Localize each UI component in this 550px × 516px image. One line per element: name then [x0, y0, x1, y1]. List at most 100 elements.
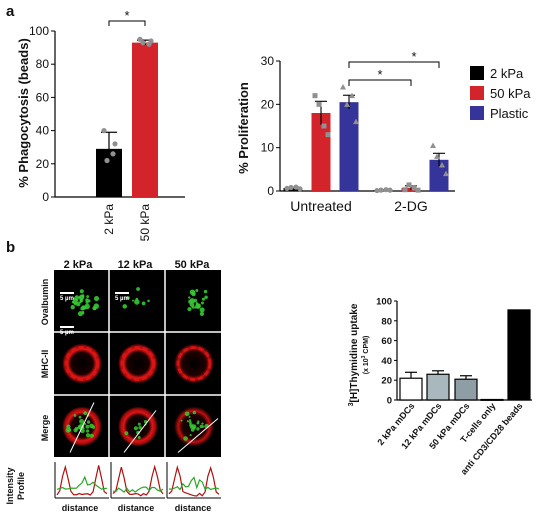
phagocytosis-ytick-label-100: 100 — [29, 24, 49, 38]
ovalbumin-speck-1-7 — [131, 299, 135, 302]
merge-speck-2-0 — [192, 410, 197, 415]
ovalbumin-speck-1-5 — [147, 299, 150, 303]
phagocytosis-point-0-3 — [110, 151, 116, 157]
row-label-merge: Merge — [40, 415, 50, 442]
proliferation-point-1-1-1 — [406, 182, 412, 188]
proliferation-ytick-label-20: 20 — [261, 97, 275, 111]
ovalbumin-speck-0-26 — [79, 289, 84, 294]
proliferation-point-2-1-0 — [430, 142, 436, 148]
proliferation-point-2-0-2 — [349, 92, 355, 99]
proliferation-point-1-0-1 — [316, 101, 322, 107]
column-header-12kpa: 12 kPa — [118, 259, 154, 271]
proliferation-point-2-0-0 — [340, 84, 346, 90]
ovalbumin-speck-1-3 — [122, 304, 128, 309]
merge-speck-0-23 — [86, 420, 91, 424]
ovalbumin-speck-2-20 — [188, 296, 191, 299]
merge-speck-0-18 — [78, 415, 82, 419]
ovalbumin-speck-0-16 — [74, 295, 80, 300]
proliferation-bar-2-0 — [339, 102, 359, 191]
panel-label-b: b — [6, 239, 15, 256]
proliferation-point-0-0-1 — [288, 184, 294, 191]
scale-bar-label-1: 5 µm — [115, 296, 129, 302]
proliferation-legend-swatch-2 — [470, 106, 484, 120]
thymidine-bar-0 — [399, 377, 423, 401]
proliferation-significance-label-0: * — [411, 49, 416, 64]
merge-speck-0-25 — [66, 424, 71, 429]
merge-speck-0-24 — [89, 433, 94, 438]
merge-speck-0-28 — [83, 411, 88, 416]
mhc-ring-2 — [176, 346, 212, 381]
merge-speck-2-11 — [202, 425, 205, 428]
phagocytosis-point-0-2 — [104, 157, 110, 164]
ovalbumin-speck-0-14 — [93, 307, 97, 311]
merge-profile-line-2 — [177, 418, 219, 453]
merge-speck-2-16 — [180, 419, 183, 422]
proliferation-point-1-1-3 — [415, 187, 421, 193]
proliferation-point-0-1-2 — [383, 187, 389, 193]
thymidine-ytick-label-100: 100 — [376, 297, 392, 308]
merge-speck-2-10 — [199, 424, 204, 429]
microscopy-panel: 2 kPa 12 kPa 50 kPa Ovalbumin MHC-II Mer… — [5, 259, 221, 513]
merge-speck-2-4 — [183, 436, 188, 441]
proliferation-bar-2-1 — [429, 159, 449, 191]
thymidine-ytick-label-20: 20 — [381, 376, 392, 387]
phagocytosis-point-1-2 — [140, 40, 146, 46]
proliferation-point-2-1-3 — [443, 170, 449, 177]
merge-speck-0-15 — [85, 429, 90, 433]
proliferation-point-0-1-1 — [378, 187, 384, 193]
proliferation-point-2-0-3 — [353, 118, 359, 125]
thymidine-unit-post: CPM) — [363, 336, 370, 356]
ovalbumin-speck-2-9 — [204, 295, 208, 299]
merge-profile-line-1 — [123, 410, 157, 453]
proliferation-significance-bracket-1 — [348, 79, 412, 86]
proliferation-ytick-label-30: 30 — [261, 54, 275, 68]
mhc-cell-2 — [174, 343, 214, 384]
proliferation-point-1-0-0 — [312, 93, 318, 99]
profile-label-line2: Profile — [16, 472, 26, 500]
thymidine-bar-4 — [507, 309, 531, 401]
profile-red-trace-1 — [112, 464, 164, 497]
merge-cell-1 — [118, 406, 158, 447]
merge-speck-2-12 — [196, 427, 200, 431]
ovalbumin-speck-2-14 — [195, 289, 199, 293]
ovalbumin-speck-2-21 — [195, 303, 201, 309]
merge-speck-0-27 — [73, 428, 78, 433]
ovalbumin-speck-0-24 — [77, 311, 83, 317]
thymidine-ytick-label-0: 0 — [387, 396, 392, 407]
column-header-50kpa: 50 kPa — [175, 259, 211, 271]
column-header-2kpa: 2 kPa — [64, 259, 94, 271]
proliferation-legend-swatch-1 — [470, 86, 484, 100]
merge-speck-2-20 — [188, 415, 191, 418]
ovalbumin-speck-2-2 — [193, 298, 198, 303]
merge-speck-2-17 — [189, 433, 192, 437]
ovalbumin-speck-2-5 — [200, 301, 204, 305]
profile-xlabel-3: distance — [175, 503, 212, 513]
profile-xlabel-2: distance — [118, 503, 155, 513]
proliferation-legend-label-1: 50 kPa — [490, 86, 531, 101]
merge-speck-1-2 — [137, 436, 141, 440]
phagocytosis-significance-bracket — [108, 20, 146, 26]
phagocytosis-significance-label: * — [124, 8, 129, 23]
profile-red-trace-0 — [56, 464, 108, 496]
proliferation-point-2-1-2 — [439, 162, 445, 168]
proliferation-point-2-0-1 — [344, 101, 350, 107]
proliferation-point-0-1-3 — [387, 187, 393, 193]
ovalbumin-speck-1-2 — [136, 287, 140, 291]
ovalbumin-speck-0-22 — [73, 302, 77, 306]
phagocytosis-chart: % Phagocytosis (beads) 0 20 40 60 80 100 2 kPa… — [16, 8, 185, 241]
ovalbumin-speck-1-1 — [126, 296, 130, 300]
ovalbumin-speck-1-6 — [135, 297, 139, 301]
ovalbumin-speck-2-13 — [199, 311, 205, 317]
profile-label-line1: Intensity — [5, 467, 15, 504]
proliferation-group-label-1: 2-DG — [394, 198, 427, 214]
profile-green-trace-0 — [56, 475, 108, 490]
thymidine-chart: 3[H]Thymidine uptake (x 103 CPM) 0204060… — [348, 297, 532, 477]
ovalbumin-speck-0-18 — [79, 300, 82, 304]
proliferation-point-1-0-3 — [325, 132, 331, 138]
merge-speck-2-18 — [188, 420, 192, 424]
proliferation-group-label-0: Untreated — [290, 198, 351, 214]
merge-speck-0-0 — [85, 424, 90, 429]
ovalbumin-speck-2-8 — [203, 289, 208, 294]
proliferation-legend-label-2: Plastic — [490, 106, 529, 121]
